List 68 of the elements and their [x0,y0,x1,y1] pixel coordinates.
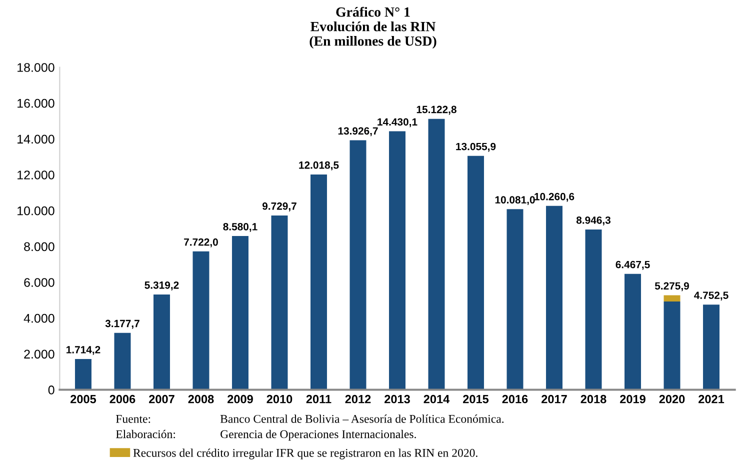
x-tick-label: 2013 [384,394,410,404]
total-label: 10.260,6 [534,192,574,202]
total-label: 8.580,1 [223,223,258,232]
chart-title: Gráfico N° 1 Evolución de las RIN (En millones de USD) [310,6,436,49]
x-tick-label: 2010 [266,394,292,404]
total-label: 9.729,7 [262,202,296,212]
source-note: Fuente: [116,415,150,423]
x-tick-label: 2016 [502,394,528,404]
x-tick-label: 2020 [659,394,685,404]
total-label: 7.722,0 [184,238,218,248]
bar [114,332,131,390]
bar [506,209,524,390]
y-tick-label: 14.000 [18,134,54,144]
bar [664,301,680,390]
text: Banco Central de Bolivia – Asesoría de Política Económica. [220,414,504,423]
y-tick-label: 16.000 [18,98,54,108]
x-tick-label: 2009 [228,394,253,404]
bar [428,118,445,390]
bar [232,236,248,390]
x-tick-label: 2012 [345,394,371,404]
y-tick-label: 4.000 [24,314,54,323]
total-label: 12.018,5 [299,161,339,170]
x-tick-label: 2017 [542,394,567,404]
y-tick-label: 2.000 [24,350,54,359]
total-label: 13.055,9 [456,142,496,152]
bar [703,304,720,390]
total-label: 4.752,5 [694,292,728,300]
bar [389,131,406,390]
x-tick-label: 2007 [149,394,174,404]
x-tick-label: 2015 [463,394,489,404]
total-label: 5.319,2 [144,281,179,290]
x-tick-label: 2019 [620,394,646,404]
total-label: 10.081,0 [495,196,535,206]
y-tick-label: 8.000 [24,242,54,252]
bar [624,274,641,390]
total-label: 1.714,2 [66,346,100,355]
bar [585,229,602,390]
total-label: 14.430,1 [378,118,418,128]
total-label: 3.177,7 [105,320,140,329]
x-tick-label: 2011 [306,394,332,404]
y-tick-label: 18.000 [18,63,54,72]
total-label: 15.122,8 [416,106,456,115]
x-tick-label: 2005 [70,394,96,404]
bar [310,174,327,390]
total-label: 8.946,3 [576,216,611,226]
total-label: 5.275,9 [654,282,689,292]
total-label: 6.467,5 [616,260,650,270]
y-tick-label: 0 [48,386,54,394]
text: Elaboración: [116,430,175,438]
bar [546,206,562,390]
x-tick-label: 2008 [188,394,214,404]
x-tick-label: 2021 [698,394,724,404]
bar [271,215,288,390]
legend-label: Recursos del crédito irregular IFR que se registraron en las RIN en 2020. [133,448,478,460]
x-tick-label: 2018 [580,394,606,404]
bar [192,251,210,390]
bar [664,295,680,302]
y-tick-label: 10.000 [18,206,54,216]
bar [74,359,92,390]
bar [153,294,170,390]
bar [350,140,366,390]
bar [468,156,484,390]
x-tick-label: 2014 [424,394,450,404]
text: Gerencia de Operaciones Internacionales. [220,430,416,441]
total-label: 13.926,7 [338,127,378,136]
x-tick-label: 2006 [110,394,136,404]
y-tick-label: 6.000 [24,278,54,287]
y-tick-label: 12.000 [18,170,54,180]
